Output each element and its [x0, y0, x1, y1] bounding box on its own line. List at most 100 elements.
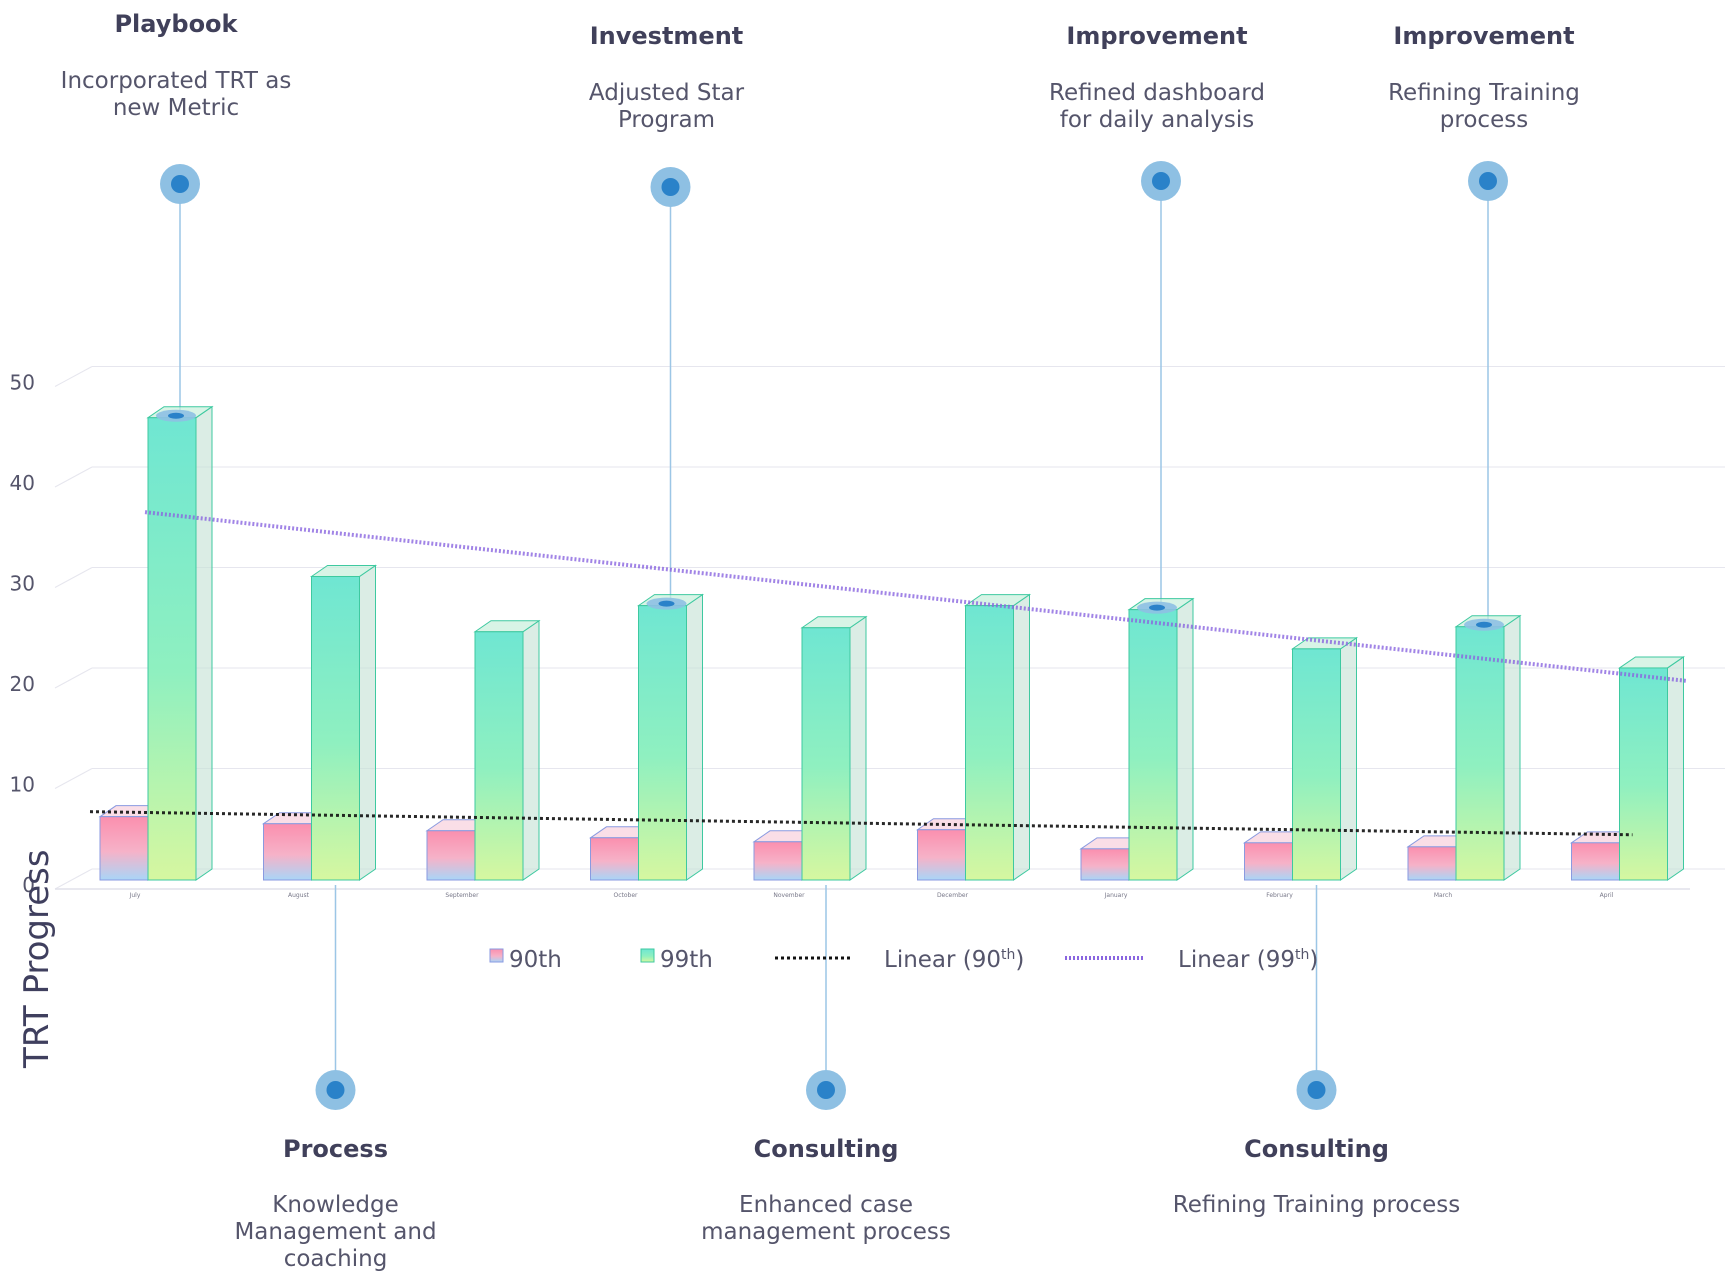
marker-dot: [1479, 172, 1497, 190]
annotation-title: Improvement: [1393, 22, 1574, 50]
bar-99th-side: [1340, 636, 1357, 881]
legend-item: 90th: [489, 947, 562, 973]
bar-99th-front: [147, 417, 197, 881]
annotation-text: Refined dashboard: [1049, 80, 1265, 106]
bar-90th-front: [263, 823, 312, 881]
legend-swatch: [640, 948, 655, 963]
y-tick-label: 10: [10, 773, 35, 797]
annotation-text: coaching: [284, 1246, 388, 1272]
annotation-text: Program: [618, 107, 715, 133]
bar-99th: [636, 593, 705, 881]
annotation-text: Management and: [234, 1219, 436, 1245]
gridline-wall: [54, 466, 93, 488]
bar-99th: [473, 619, 541, 881]
legend-label: Linear (99th): [1178, 947, 1318, 973]
legend-item: Linear (90th): [775, 947, 1024, 973]
bar-90th-front: [1080, 848, 1130, 881]
y-axis-ticks: 0 10 20 30 40 50: [10, 371, 35, 898]
marker-dot: [817, 1081, 835, 1099]
bar-90th-front: [590, 837, 639, 881]
trendline-90th: [89, 810, 1633, 837]
y-tick-label: 40: [10, 471, 35, 495]
legend: 90th 99th Linear (90th) Linear (99th): [489, 947, 1318, 973]
bar-pin-dot: [168, 412, 184, 419]
annotation-title: Playbook: [114, 10, 238, 38]
legend-label: 90th: [509, 947, 562, 973]
bar-99th-side: [522, 619, 540, 881]
gridline-wall: [54, 768, 93, 789]
bar-99th: [146, 405, 214, 881]
trendlines: [89, 510, 1688, 837]
bar-99th-front: [965, 605, 1014, 881]
annotation-text: Enhanced case: [739, 1192, 913, 1218]
bar-99th-side: [686, 593, 703, 881]
bar-90th-front: [1244, 842, 1293, 881]
legend-swatch: [489, 948, 504, 963]
annotation-text: new Metric: [113, 95, 239, 121]
bar-99th-front: [1128, 609, 1178, 881]
bar-99th-side: [1503, 614, 1521, 881]
bar-99th-side: [1013, 593, 1030, 881]
bar-pin-dot: [1476, 621, 1492, 628]
bar-99th: [1127, 597, 1195, 881]
y-tick-label: 30: [10, 572, 35, 596]
annotation-title: Process: [283, 1135, 388, 1163]
x-tick-label: December: [937, 892, 969, 899]
trendline-99th: [144, 510, 1688, 683]
bar-99th-front: [1455, 626, 1505, 881]
legend-item: Linear (99th): [1065, 947, 1318, 973]
annotation-text: for daily analysis: [1060, 107, 1254, 133]
annotation-consulting: Consulting Refining Training process: [1173, 1135, 1461, 1218]
annotation-text: Refining Training process: [1173, 1192, 1461, 1218]
gridline-wall: [54, 868, 93, 890]
bar-99th-front: [474, 631, 524, 881]
bar-99th: [309, 564, 378, 881]
annotation-text: Incorporated TRT as: [61, 68, 292, 94]
annotation-title: Consulting: [754, 1135, 899, 1163]
x-tick-label: January: [1104, 892, 1128, 899]
bar-99th-front: [638, 605, 687, 881]
gridline-wall: [54, 667, 93, 689]
x-tick-label: April: [1600, 892, 1614, 899]
bar-90th-front: [917, 829, 966, 881]
x-tick-label: July: [129, 892, 141, 899]
x-axis-ticks: July August September October November Decemb…: [129, 892, 1614, 899]
bar-90th-front: [1407, 846, 1457, 881]
bar-pin-dot: [658, 600, 675, 607]
annotation-title: Improvement: [1066, 22, 1247, 50]
bar-99th-side: [1667, 655, 1684, 881]
y-axis-title: TRT Progress: [17, 849, 57, 1069]
bar-99th: [1290, 636, 1359, 881]
annotation-title: Consulting: [1244, 1135, 1389, 1163]
annotation-text: Knowledge: [272, 1192, 398, 1218]
annotation-text: process: [1440, 107, 1528, 133]
legend-label: Linear (90th): [884, 947, 1024, 973]
annotation-leaders: [179, 181, 1489, 1090]
bar-90th-front: [99, 816, 149, 881]
bar-99th-front: [1292, 648, 1341, 881]
bar-90th-front: [753, 841, 803, 881]
bar-99th: [1617, 655, 1686, 881]
legend-label: 99th: [660, 947, 713, 973]
gridline-wall: [54, 567, 93, 588]
bar-99th-side: [1176, 597, 1194, 881]
annotation-text: Adjusted Star: [589, 80, 745, 106]
x-tick-label: October: [613, 892, 638, 899]
bars: [98, 405, 1686, 881]
gridline-wall: [54, 366, 93, 387]
x-tick-label: August: [288, 892, 310, 899]
annotation-markers: [156, 161, 1508, 1110]
x-tick-label: September: [445, 892, 479, 899]
bar-99th: [800, 615, 868, 881]
bar-99th-front: [311, 575, 360, 881]
bar-99th: [963, 593, 1032, 881]
marker-dot: [661, 178, 680, 196]
legend-item: 99th: [640, 947, 713, 973]
